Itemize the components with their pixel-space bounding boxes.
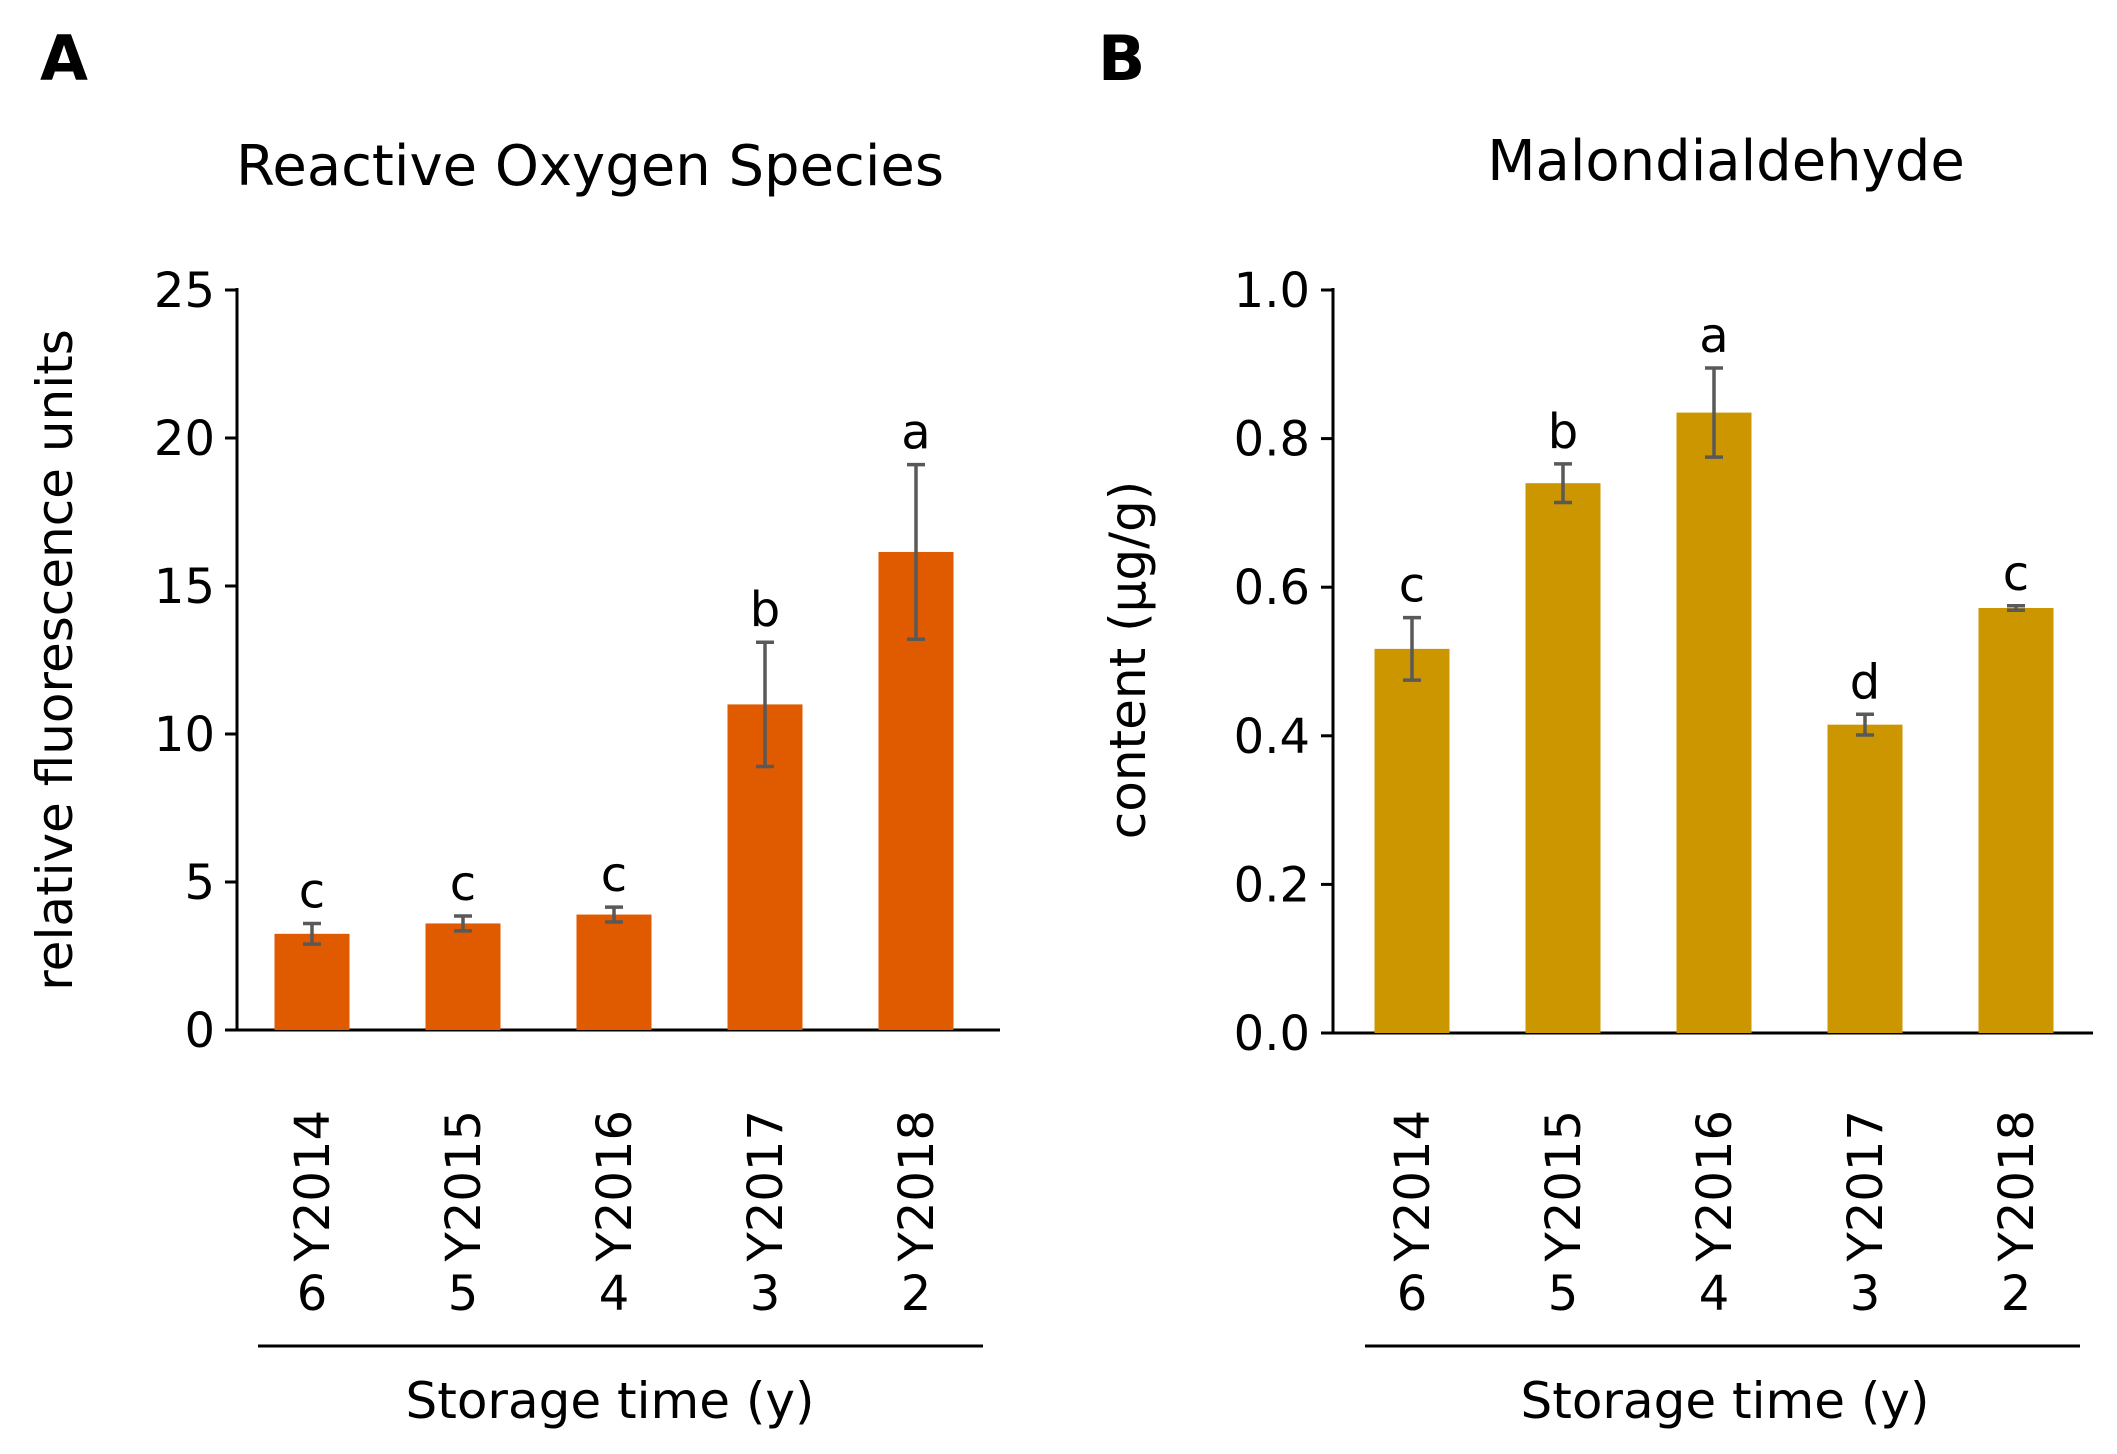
significance-letter: d: [1850, 654, 1880, 710]
x-tick-label: Y2016: [587, 1110, 643, 1262]
x-axis-label: Storage time (y): [406, 1372, 815, 1430]
x-tick-label: Y2016: [1687, 1110, 1743, 1262]
y-tick-label: 0.6: [1234, 560, 1310, 616]
y-tick-label: 5: [184, 855, 215, 911]
significance-letter: b: [750, 582, 780, 638]
bar-y2014: [1374, 648, 1450, 1033]
storage-year-label: 5: [448, 1266, 479, 1322]
panel-label: B: [1098, 22, 1145, 95]
bar-y2016: [576, 914, 652, 1030]
y-tick-label: 10: [154, 707, 215, 763]
significance-letter: c: [450, 856, 476, 912]
panel-b-chart: B Malondialdehyde content (µg/g) Storage…: [1098, 22, 2093, 1430]
bar-y2014: [274, 933, 350, 1030]
significance-letter: c: [1399, 558, 1425, 614]
storage-year-label: 6: [1397, 1266, 1428, 1322]
chart-title: Malondialdehyde: [1487, 129, 1965, 194]
significance-letter: c: [299, 863, 325, 919]
bar-y2015: [1525, 483, 1601, 1033]
bar-y2015: [425, 923, 501, 1030]
bar-y2017: [1827, 724, 1903, 1033]
y-tick-label: 0.4: [1234, 709, 1310, 765]
x-tick-label: Y2014: [1385, 1110, 1441, 1262]
significance-letter: c: [2003, 546, 2029, 602]
x-tick-label: Y2017: [1838, 1110, 1894, 1262]
storage-year-label: 2: [2001, 1266, 2032, 1322]
x-tick-label: Y2018: [889, 1110, 945, 1262]
storage-year-label: 6: [297, 1266, 328, 1322]
y-tick-label: 0.8: [1234, 412, 1310, 468]
bar-y2016: [1676, 412, 1752, 1034]
x-tick-label: Y2014: [285, 1110, 341, 1262]
storage-year-label: 3: [1850, 1266, 1881, 1322]
y-axis-label: content (µg/g): [1099, 481, 1157, 839]
y-tick-label: 15: [154, 559, 215, 615]
storage-year-label: 3: [750, 1266, 781, 1322]
chart-title: Reactive Oxygen Species: [236, 134, 944, 199]
y-tick-label: 0.2: [1234, 857, 1310, 913]
significance-letter: b: [1548, 404, 1578, 460]
panel-a-chart: A Reactive Oxygen Species relative fluor…: [26, 22, 1000, 1430]
storage-year-label: 2: [901, 1266, 932, 1322]
significance-letter: c: [601, 847, 627, 903]
y-tick-label: 0: [184, 1003, 215, 1059]
panel-label: A: [40, 22, 88, 95]
y-tick-label: 20: [154, 411, 215, 467]
y-tick-label: 1.0: [1234, 263, 1310, 319]
y-axis-label: relative fluorescence units: [26, 329, 84, 991]
x-tick-label: Y2015: [1536, 1110, 1592, 1262]
x-tick-label: Y2015: [436, 1110, 492, 1262]
y-tick-label: 0.0: [1234, 1006, 1310, 1062]
storage-year-label: 5: [1548, 1266, 1579, 1322]
x-tick-label: Y2017: [738, 1110, 794, 1262]
storage-year-label: 4: [599, 1266, 630, 1322]
storage-year-label: 4: [1699, 1266, 1730, 1322]
y-tick-label: 25: [154, 263, 215, 319]
x-axis-label: Storage time (y): [1521, 1372, 1930, 1430]
x-tick-label: Y2018: [1989, 1110, 2045, 1262]
significance-letter: a: [901, 405, 930, 461]
bar-y2018: [1978, 608, 2054, 1033]
significance-letter: a: [1699, 308, 1728, 364]
